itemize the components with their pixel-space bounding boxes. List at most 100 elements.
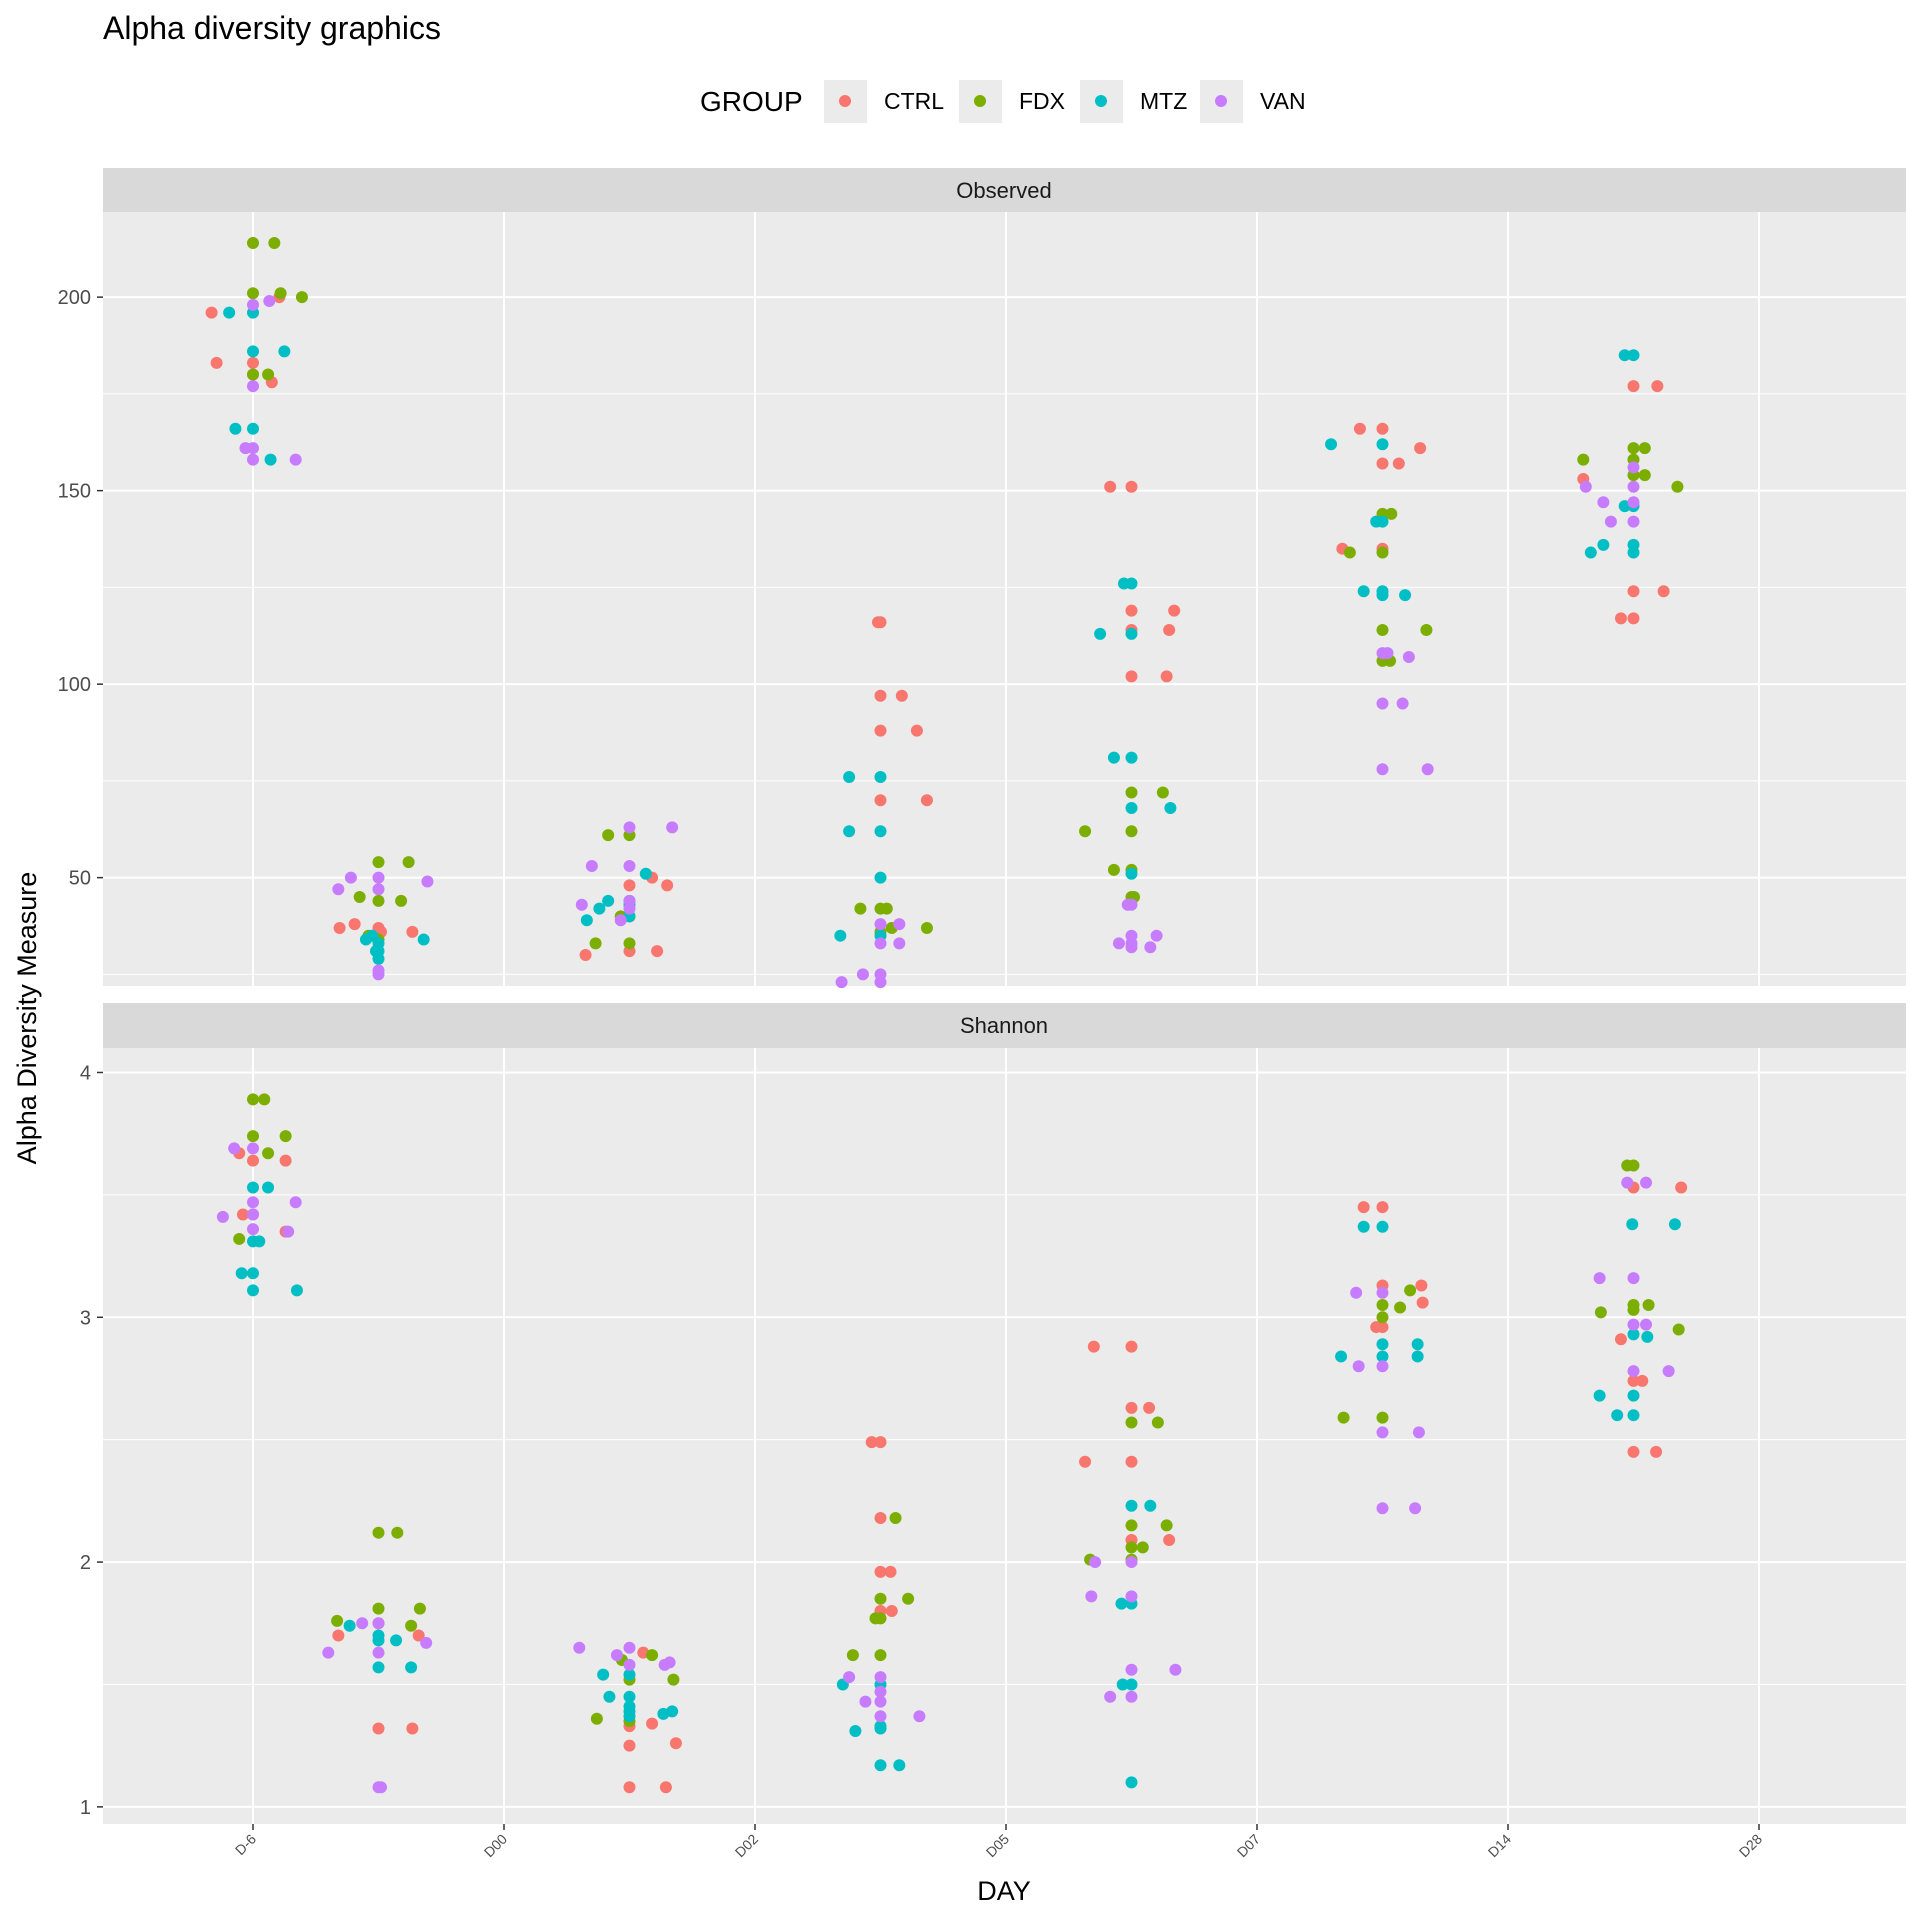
point-fdx [372,1602,385,1615]
point-fdx [247,287,259,300]
point-ctrl [874,1565,887,1578]
point-mtz [623,1668,636,1681]
point-mtz [405,1661,418,1674]
strip-label-observed: Observed [956,178,1051,203]
point-ctrl [1160,670,1173,683]
point-van [1144,941,1157,954]
point-van [1662,1365,1675,1378]
legend-item-ctrl: CTRL [824,80,944,123]
point-van [1402,651,1415,664]
point-mtz [1116,1678,1129,1691]
point-mtz [1627,1389,1640,1402]
point-mtz [874,771,887,784]
point-mtz [247,1284,259,1297]
point-ctrl [874,1512,887,1525]
point-fdx [1376,623,1389,636]
point-fdx [1594,1306,1607,1319]
point-van [1627,1272,1640,1285]
point-ctrl [1657,585,1670,598]
point-ctrl [1627,585,1640,598]
y-tick-label: 1 [80,1797,91,1819]
point-fdx [295,291,308,304]
y-axis-shannon: 1 2 3 4 [80,1062,103,1819]
point-van [1409,1502,1422,1515]
point-ctrl [1376,457,1389,470]
point-fdx [1627,442,1640,455]
point-van [372,964,385,977]
point-ctrl [874,689,887,702]
point-van [835,976,848,989]
point-mtz [223,306,236,319]
point-mtz [1584,546,1597,559]
point-fdx [1376,546,1389,559]
point-mtz [1115,1597,1128,1610]
point-van [856,968,869,981]
point-ctrl [874,724,887,737]
point-fdx [413,1602,426,1615]
point-van [913,1710,926,1723]
point-van [623,1641,636,1654]
strip-observed [103,168,1906,212]
point-mtz [602,894,615,907]
point-ctrl [348,918,361,931]
point-van [893,918,906,931]
point-fdx [331,1614,344,1627]
point-ctrl [1370,1321,1383,1334]
point-van [1597,496,1610,509]
point-van [1125,941,1138,954]
point-ctrl [895,689,908,702]
point-ctrl [1627,1374,1640,1387]
point-van [623,821,636,834]
point-fdx [1107,863,1120,876]
point-ctrl [910,724,923,737]
point-mtz [843,825,856,838]
x-tick-label: D-6 [232,1831,259,1858]
point-fdx [1385,507,1398,520]
point-mtz [1611,1409,1624,1422]
point-mtz [1411,1350,1424,1363]
point-van [1627,1365,1640,1378]
point-van [1085,1590,1098,1603]
point-fdx [589,937,602,950]
point-van [247,380,259,393]
point-mtz [1125,1678,1138,1691]
point-van [1125,1663,1138,1676]
point-van [1627,496,1640,509]
point-van [322,1646,335,1659]
point-ctrl [279,1154,292,1167]
panel-shannon: Shannon 1 2 3 4 [80,1003,1906,1824]
point-ctrl [1650,1445,1663,1458]
point-ctrl [1651,380,1664,393]
legend-item-mtz: MTZ [1080,80,1187,123]
point-mtz [247,345,259,358]
point-mtz [834,929,847,942]
point-fdx [1136,1541,1149,1554]
point-ctrl [1415,1279,1428,1292]
point-ctrl [669,1737,682,1750]
y-tick-label: 200 [58,287,91,309]
chart-title: Alpha diversity graphics [103,10,441,46]
point-van [344,871,357,884]
point-ctrl [406,1722,419,1735]
point-van [1640,1176,1653,1189]
point-ctrl [651,945,664,958]
point-van [1640,1318,1653,1331]
point-mtz [1627,349,1640,362]
point-ctrl [874,794,887,807]
legend-key-fdx [974,95,986,107]
point-van [1396,697,1409,710]
point-van [623,860,636,873]
y-axis-title: Alpha Diversity Measure [12,872,42,1165]
point-fdx [233,1232,246,1245]
point-van [1112,937,1125,950]
point-van [843,1671,856,1684]
point-mtz [390,1634,403,1647]
point-mtz [1125,867,1138,880]
point-ctrl [623,1781,636,1794]
point-mtz [580,914,593,927]
point-mtz [874,871,887,884]
strip-label-shannon: Shannon [960,1013,1048,1038]
point-van [859,1695,872,1708]
point-van [1604,515,1617,528]
